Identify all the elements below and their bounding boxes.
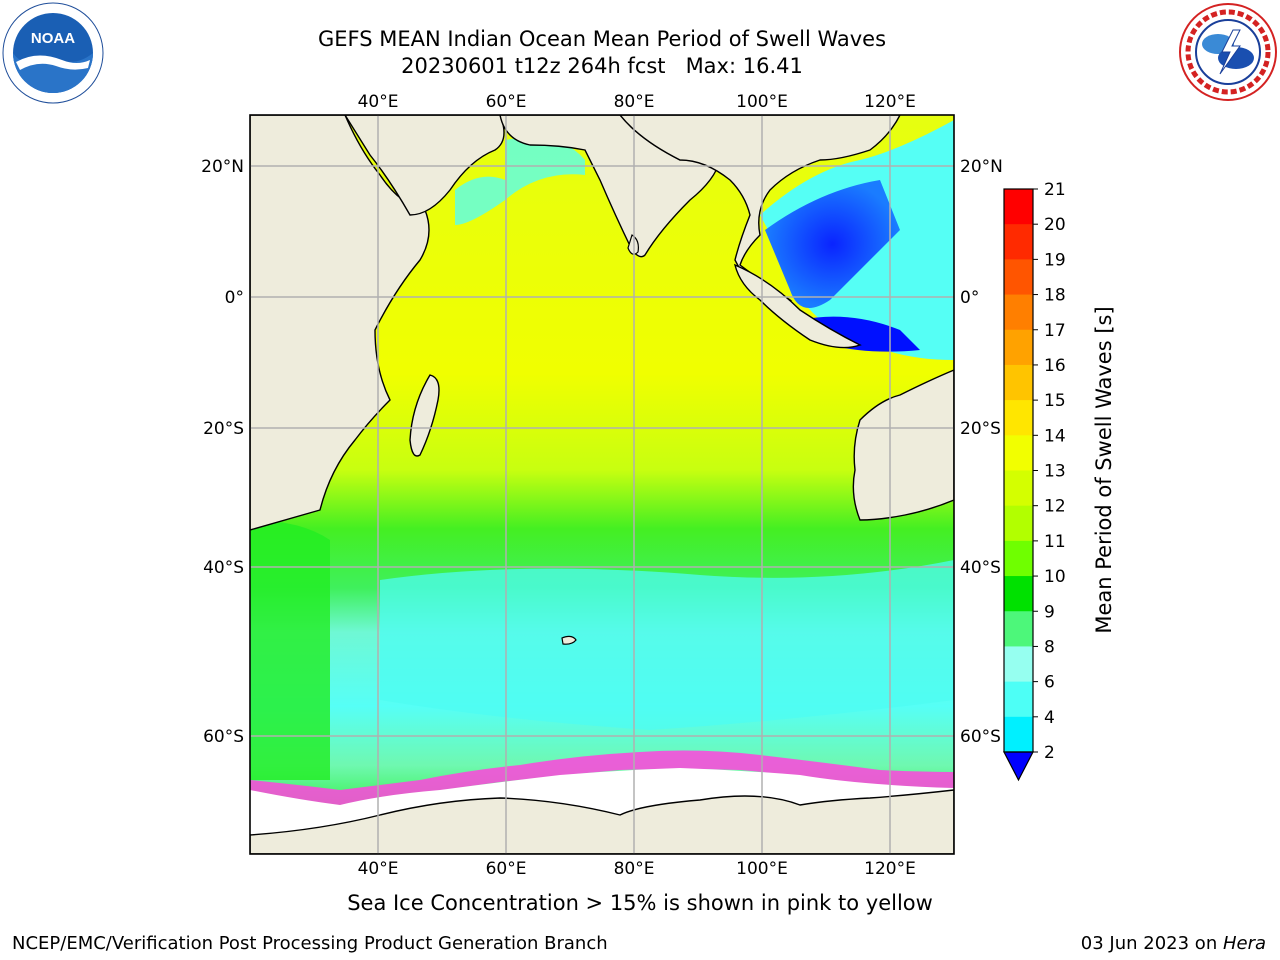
lat-labels-left: 20°N 0° 20°S 40°S 60°S (201, 157, 244, 747)
colorbar-tick-label: 18 (1044, 286, 1066, 306)
lat-labels-right: 20°N 0° 20°S 40°S 60°S (960, 157, 1003, 747)
lat-label-right: 0° (960, 288, 979, 308)
lat-label-left: 0° (225, 288, 244, 308)
colorbar-segment (1004, 681, 1033, 718)
colorbar-tick-label: 14 (1044, 426, 1066, 446)
colorbar-tick-label: 19 (1044, 250, 1066, 270)
lon-label-top: 120°E (864, 92, 916, 112)
colorbar-tick-label: 15 (1044, 391, 1066, 411)
antarctica-land (250, 789, 954, 854)
lat-label-left: 60°S (203, 727, 244, 747)
svg-text:NOAA: NOAA (31, 30, 75, 47)
title-line-1: GEFS MEAN Indian Ocean Mean Period of Sw… (317, 27, 887, 51)
lon-label-bottom: 60°E (486, 859, 527, 879)
sri-lanka-land (627, 234, 639, 255)
africa-land (250, 115, 430, 531)
colorbar-tick-label: 8 (1044, 637, 1055, 657)
map-body (250, 115, 954, 854)
colorbar-segment (1004, 189, 1033, 225)
map-frame (249, 114, 955, 855)
title-line-2: 20230601 t12z 264h fcst Max: 16.41 (401, 54, 803, 78)
cyan-band (380, 560, 954, 730)
australia-land (852, 369, 954, 521)
colorbar-tick-label: 6 (1044, 673, 1055, 693)
lat-label-right: 20°N (960, 157, 1003, 177)
colorbar-segment (1004, 716, 1033, 753)
colorbar-tick-label: 16 (1044, 356, 1066, 376)
madagascar-land (409, 374, 440, 457)
colorbar-segment (1004, 611, 1033, 647)
sea-ice-caption: Sea Ice Concentration > 15% is shown in … (347, 891, 933, 915)
colorbar-segment (1004, 646, 1033, 683)
lon-labels-bottom: 40°E 60°E 80°E 100°E 120°E (358, 859, 916, 879)
lat-label-right: 20°S (960, 419, 1001, 439)
colorbar-tick-label: 20 (1044, 215, 1066, 235)
lon-label-bottom: 100°E (736, 859, 788, 879)
lat-label-left: 20°S (203, 419, 244, 439)
footer-date: 03 Jun 2023 on Hera (1081, 933, 1266, 954)
lon-label-top: 100°E (736, 92, 788, 112)
lon-label-bottom: 120°E (864, 859, 916, 879)
sumatra-land (733, 263, 862, 349)
colorbar-extend-arrow (1003, 751, 1034, 782)
colorbar-segment (1004, 400, 1033, 436)
footer-host: Hera (1222, 933, 1266, 954)
colorbar-tick-label: 17 (1044, 321, 1066, 341)
footer-org: NCEP/EMC/Verification Post Processing Pr… (12, 933, 608, 954)
colorbar-segment (1004, 470, 1033, 507)
colorbar-segment (1004, 224, 1033, 260)
footer-date-text: 03 Jun 2023 on (1080, 933, 1223, 954)
colorbar-label: Mean Period of Swell Waves [s] (1092, 306, 1116, 633)
lon-label-top: 60°E (486, 92, 527, 112)
colorbar-tick-label: 4 (1044, 708, 1055, 728)
colorbar-segment (1004, 540, 1033, 577)
colorbar-segment (1004, 259, 1033, 296)
lat-label-left: 40°S (203, 558, 244, 578)
colorbar-segment (1004, 364, 1033, 401)
colorbar-tick-label: 13 (1044, 462, 1066, 482)
arabian-sea-cyan (455, 137, 585, 225)
green-band-west (250, 520, 330, 780)
colorbar-segment (1004, 329, 1033, 366)
colorbar-segment (1004, 576, 1033, 612)
colorbar-tick-label: 21 (1044, 180, 1066, 200)
colorbar-segment (1004, 435, 1033, 471)
south-china-sea (765, 180, 900, 308)
lat-label-left: 20°N (201, 157, 244, 177)
colorbar: 21 20 19 18 17 16 15 14 13 12 11 10 9 8 6 4 2 (1003, 180, 1066, 782)
arabia-land (344, 115, 505, 216)
gridlines (250, 115, 954, 854)
nws-logo-icon (1179, 3, 1277, 101)
lon-label-top: 80°E (614, 92, 655, 112)
colorbar-tick-label: 11 (1044, 532, 1066, 552)
lon-label-bottom: 80°E (614, 859, 655, 879)
lon-label-bottom: 40°E (358, 859, 399, 879)
colorbar-tick-label: 10 (1044, 567, 1066, 587)
lat-label-right: 60°S (960, 727, 1001, 747)
colorbar-segment (1004, 294, 1033, 331)
kerguelen-land (561, 635, 577, 645)
colorbar-tick-label: 9 (1044, 602, 1055, 622)
lon-label-top: 40°E (358, 92, 399, 112)
lon-labels-top: 40°E 60°E 80°E 100°E 120°E (358, 92, 916, 112)
colorbar-tick-label: 2 (1044, 743, 1055, 763)
noaa-logo-icon: NOAA (2, 2, 104, 104)
colorbar-tick-label: 12 (1044, 497, 1066, 517)
lat-label-right: 40°S (960, 558, 1001, 578)
colorbar-segment (1004, 505, 1033, 542)
